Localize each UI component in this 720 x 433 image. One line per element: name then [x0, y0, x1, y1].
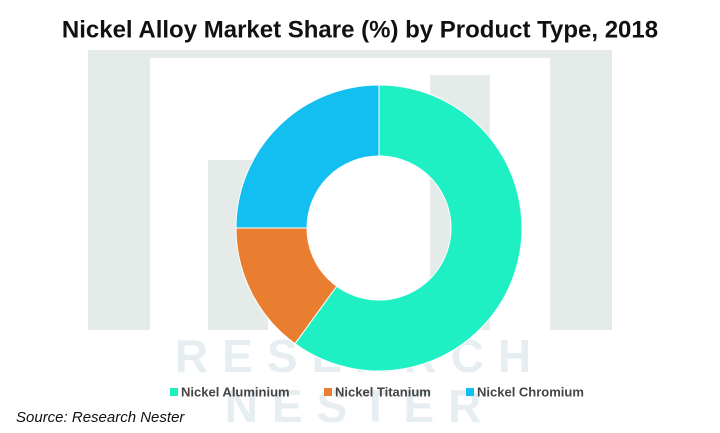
legend-label: Nickel Chromium [477, 384, 584, 399]
legend-label: Nickel Titanium [335, 384, 431, 399]
watermark-text: NESTER [225, 380, 496, 432]
donut-slice [294, 84, 523, 372]
donut [235, 84, 523, 372]
legend-swatch [170, 388, 178, 396]
source: Source: Research Nester [16, 409, 185, 426]
donut-slice [235, 84, 380, 229]
chart-title: Nickel Alloy Market Share (%) by Product… [62, 16, 658, 43]
legend-label: Nickel Aluminium [181, 384, 290, 399]
legend: Nickel Aluminium Nickel Titanium Nickel Ch… [170, 384, 584, 399]
legend-swatch [324, 388, 332, 396]
legend-swatch [466, 388, 474, 396]
